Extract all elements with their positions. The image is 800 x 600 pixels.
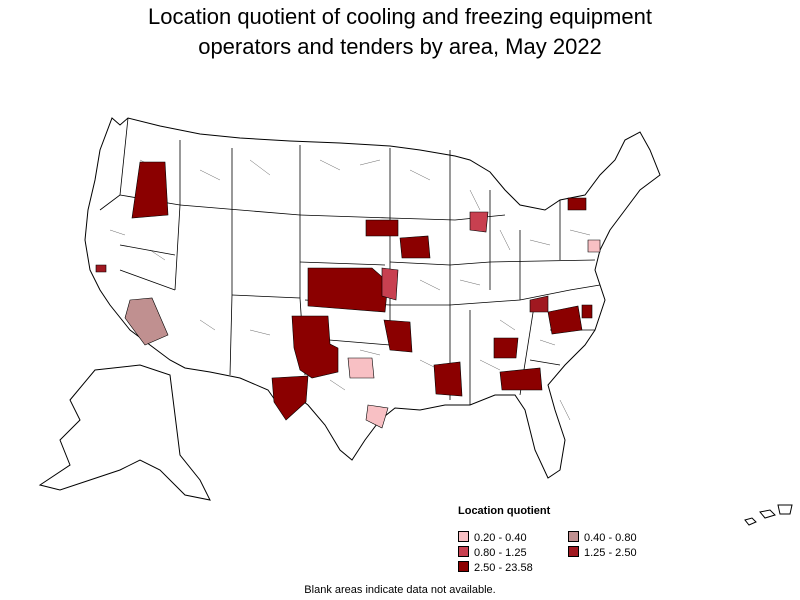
- alaska: [38, 364, 211, 501]
- legend-swatch-1: [568, 531, 579, 542]
- region-iowa: [399, 235, 431, 259]
- legend-swatch-3: [568, 546, 579, 557]
- legend-item-2: 0.80 - 1.25: [458, 546, 527, 559]
- region-texas-panhandle: [291, 315, 339, 379]
- legend-item-0: 0.20 - 0.40: [458, 531, 527, 544]
- region-virginia: [529, 295, 549, 313]
- title-line-1: Location quotient of cooling and freezin…: [148, 4, 652, 29]
- legend-swatch-4: [458, 561, 469, 572]
- legend-item-1: 0.40 - 0.80: [568, 531, 637, 544]
- region-texas-south: [365, 404, 389, 429]
- region-carolina: [547, 305, 583, 335]
- map-regions: [95, 161, 601, 429]
- region-georgia: [493, 337, 519, 359]
- region-california-north: [95, 264, 107, 273]
- legend-label-2: 0.80 - 1.25: [474, 547, 527, 559]
- region-pa-east: [587, 239, 601, 253]
- legend-item-4: 2.50 - 23.58: [458, 561, 533, 574]
- region-mississippi: [433, 361, 463, 397]
- legend-label-3: 1.25 - 2.50: [584, 547, 637, 559]
- legend-swatch-2: [458, 546, 469, 557]
- legend: Location quotient 0.20 - 0.40 0.40 - 0.8…: [458, 505, 698, 575]
- map-title: Location quotient of cooling and freezin…: [0, 2, 800, 62]
- region-missouri: [381, 267, 399, 301]
- region-minnesota: [365, 219, 399, 237]
- region-texas-west: [271, 375, 309, 421]
- region-nc-coast: [581, 304, 593, 319]
- region-kansas: [307, 267, 389, 313]
- state-borders: [99, 117, 601, 405]
- legend-title: Location quotient: [458, 505, 551, 517]
- legend-label-4: 2.50 - 23.58: [474, 562, 533, 574]
- legend-label-0: 0.20 - 0.40: [474, 532, 527, 544]
- legend-label-1: 0.40 - 0.80: [584, 532, 637, 544]
- region-georgia-south: [499, 367, 543, 391]
- footnote: Blank areas indicate data not available.: [304, 584, 496, 596]
- region-ny-west: [567, 197, 587, 211]
- region-oregon-east: [131, 161, 169, 219]
- legend-swatch-0: [458, 531, 469, 542]
- legend-item-3: 1.25 - 2.50: [568, 546, 637, 559]
- region-michigan: [469, 211, 489, 233]
- region-texas-central: [347, 357, 375, 379]
- hawaii: [744, 504, 793, 526]
- title-line-2: operators and tenders by area, May 2022: [198, 34, 602, 59]
- region-california-south: [124, 297, 169, 346]
- region-arkansas: [383, 319, 413, 353]
